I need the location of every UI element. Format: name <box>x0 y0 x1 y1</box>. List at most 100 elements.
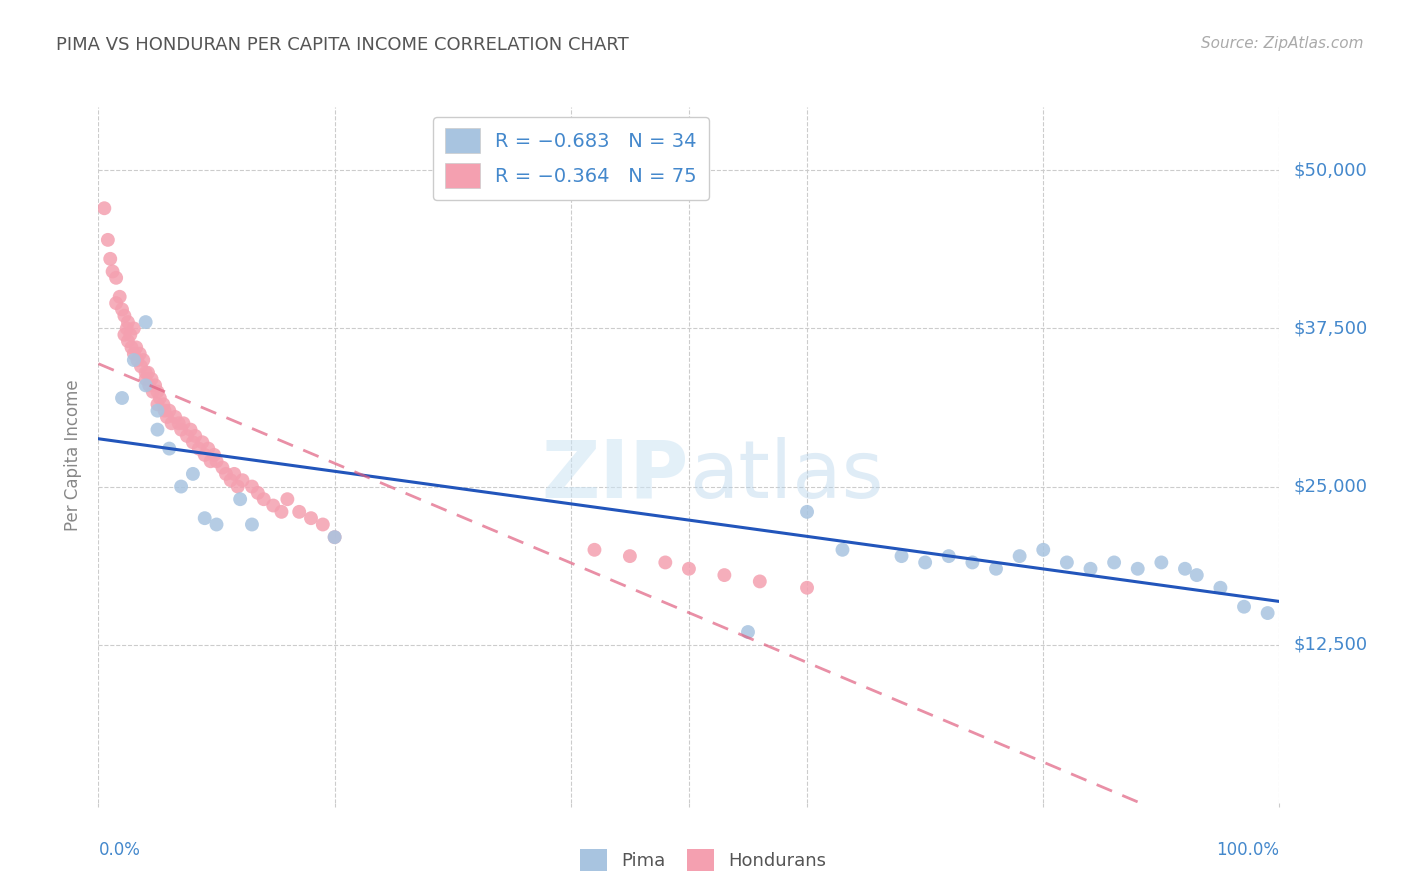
Point <box>678 562 700 576</box>
Point <box>219 473 242 487</box>
Point <box>211 460 233 475</box>
Point <box>619 549 641 563</box>
Point <box>98 252 121 266</box>
Point <box>229 492 252 507</box>
Point <box>160 417 183 431</box>
Point <box>831 542 853 557</box>
Point <box>146 397 169 411</box>
Point <box>181 435 204 450</box>
Point <box>240 479 263 493</box>
Point <box>270 505 292 519</box>
Point <box>323 530 346 544</box>
Point <box>713 568 735 582</box>
Point <box>112 309 135 323</box>
Point <box>142 384 165 399</box>
Point <box>1174 562 1197 576</box>
Point <box>157 442 180 456</box>
Point <box>288 505 311 519</box>
Point <box>138 378 160 392</box>
Point <box>135 315 157 329</box>
Point <box>180 423 202 437</box>
Point <box>146 403 169 417</box>
Point <box>796 505 818 519</box>
Point <box>153 403 176 417</box>
Point <box>181 467 204 481</box>
Point <box>246 486 269 500</box>
Point <box>962 556 984 570</box>
Point <box>111 391 134 405</box>
Point <box>170 479 193 493</box>
Point <box>157 403 180 417</box>
Text: ZIP: ZIP <box>541 437 689 515</box>
Point <box>135 372 157 386</box>
Point <box>1209 581 1232 595</box>
Point <box>132 353 155 368</box>
Point <box>737 625 759 640</box>
Point <box>191 435 214 450</box>
Point <box>125 340 148 354</box>
Point <box>914 556 936 570</box>
Point <box>1185 568 1208 582</box>
Point <box>101 264 124 278</box>
Legend: Pima, Hondurans: Pima, Hondurans <box>572 842 834 879</box>
Point <box>240 517 263 532</box>
Point <box>187 442 209 456</box>
Point <box>141 372 163 386</box>
Point <box>111 302 134 317</box>
Point <box>112 327 135 342</box>
Point <box>117 315 139 329</box>
Point <box>205 517 228 532</box>
Point <box>152 397 174 411</box>
Point <box>127 353 149 368</box>
Text: atlas: atlas <box>689 437 883 515</box>
Point <box>136 366 159 380</box>
Point <box>128 347 150 361</box>
Point <box>276 492 298 507</box>
Point <box>143 378 166 392</box>
Point <box>1032 542 1054 557</box>
Point <box>194 448 217 462</box>
Point <box>215 467 238 481</box>
Point <box>121 340 143 354</box>
Point <box>984 562 1007 576</box>
Point <box>156 409 179 424</box>
Point <box>167 417 190 431</box>
Text: Source: ZipAtlas.com: Source: ZipAtlas.com <box>1201 36 1364 51</box>
Text: $25,000: $25,000 <box>1294 477 1368 496</box>
Text: PIMA VS HONDURAN PER CAPITA INCOME CORRELATION CHART: PIMA VS HONDURAN PER CAPITA INCOME CORRE… <box>56 36 628 54</box>
Point <box>197 442 219 456</box>
Text: $12,500: $12,500 <box>1294 636 1368 654</box>
Point <box>117 334 139 348</box>
Point <box>184 429 207 443</box>
Point <box>129 359 152 374</box>
Point <box>938 549 960 563</box>
Point <box>1008 549 1031 563</box>
Point <box>146 384 169 399</box>
Point <box>170 423 193 437</box>
Point <box>122 321 145 335</box>
Text: 0.0%: 0.0% <box>98 841 141 859</box>
Point <box>165 409 187 424</box>
Point <box>105 270 128 285</box>
Point <box>205 454 228 468</box>
Point <box>1102 556 1125 570</box>
Text: $50,000: $50,000 <box>1294 161 1368 179</box>
Point <box>122 353 145 368</box>
Point <box>226 479 249 493</box>
Point <box>654 556 676 570</box>
Point <box>115 321 138 335</box>
Point <box>149 391 172 405</box>
Point <box>1080 562 1102 576</box>
Y-axis label: Per Capita Income: Per Capita Income <box>65 379 83 531</box>
Point <box>262 499 284 513</box>
Legend: R = −0.683   N = 34, R = −0.364   N = 75: R = −0.683 N = 34, R = −0.364 N = 75 <box>433 117 709 200</box>
Point <box>200 454 222 468</box>
Point <box>890 549 912 563</box>
Point <box>1257 606 1279 620</box>
Point <box>224 467 246 481</box>
Point <box>93 201 115 215</box>
Text: 100.0%: 100.0% <box>1216 841 1279 859</box>
Point <box>231 473 253 487</box>
Point <box>120 327 142 342</box>
Point <box>299 511 322 525</box>
